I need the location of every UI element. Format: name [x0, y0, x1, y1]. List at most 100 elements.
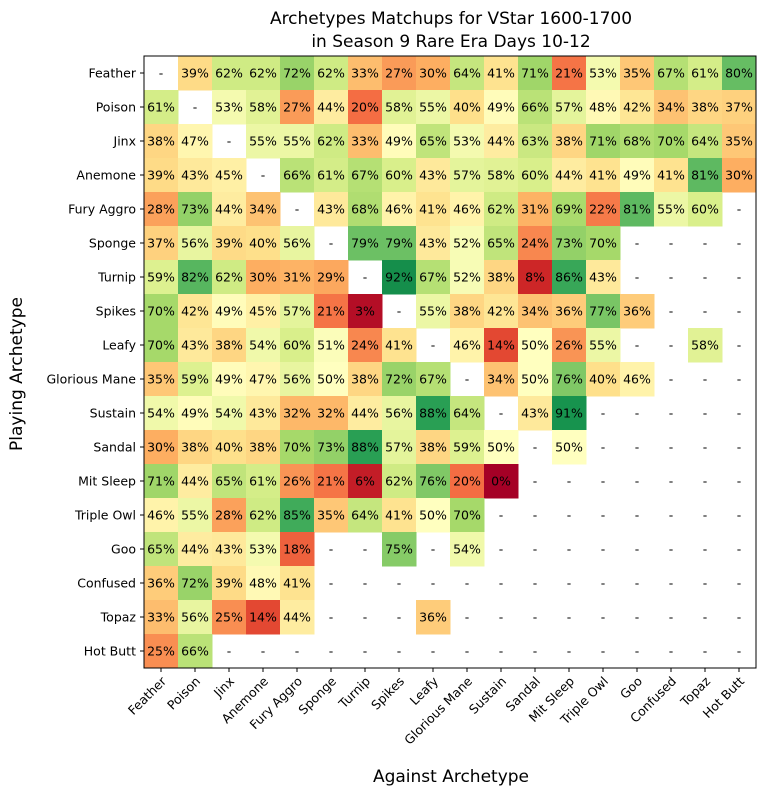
cell-value-label: -	[363, 576, 368, 591]
cell-value-label: 30%	[419, 66, 447, 81]
heatmap-cell	[586, 328, 621, 363]
cell-value-label: 53%	[589, 66, 617, 81]
heatmap-cell	[484, 158, 519, 193]
heatmap-cell	[212, 158, 247, 193]
cell-value-label: 44%	[555, 168, 583, 183]
y-axis-ticks: Feather Poison Jinx Anemone Fury Aggro Sponge…	[46, 66, 144, 659]
heatmap-cell	[586, 260, 621, 295]
cell-value-label: -	[397, 644, 402, 659]
cell-value-label: 62%	[215, 66, 243, 81]
cell-value-label: 59%	[453, 440, 481, 455]
heatmap-cell	[144, 158, 179, 193]
cell-value-label: 92%	[385, 270, 413, 285]
cell-value-label: 69%	[555, 202, 583, 217]
x-tick-label: Feather	[125, 673, 170, 718]
cell-value-label: -	[431, 338, 436, 353]
cell-value-label: -	[703, 372, 708, 387]
heatmap-cell	[450, 498, 485, 533]
heatmap-cell	[484, 192, 519, 227]
heatmap-cell	[280, 226, 315, 261]
heatmap-cell	[450, 124, 485, 159]
cell-value-label: 29%	[317, 270, 345, 285]
heatmap-cell	[450, 430, 485, 465]
heatmap-cell	[484, 124, 519, 159]
cell-value-label: -	[465, 576, 470, 591]
heatmap-cell	[280, 362, 315, 397]
cell-value-label: -	[703, 406, 708, 421]
cell-value-label: 38%	[181, 440, 209, 455]
heatmap-cell	[212, 192, 247, 227]
heatmap-cell	[484, 430, 519, 465]
heatmap-cell-labels: - 39% 62% 62% 72% 62% 33% 27% 30% 64% 41% 71% 21% 53%…	[147, 66, 753, 659]
cell-value-label: -	[669, 508, 674, 523]
x-tick-label: Goo	[617, 674, 645, 702]
y-tick-label: Jinx	[113, 134, 136, 149]
cell-value-label: 70%	[283, 440, 311, 455]
plot-frame	[143, 55, 757, 669]
heatmap-cell	[212, 90, 247, 125]
cell-value-label: 73%	[317, 440, 345, 455]
cell-value-label: -	[635, 236, 640, 251]
cell-value-label: -	[465, 644, 470, 659]
cell-value-label: 37%	[725, 100, 753, 115]
cell-value-label: 43%	[215, 542, 243, 557]
y-tick-label: Turnip	[97, 270, 136, 285]
cell-value-label: 60%	[283, 338, 311, 353]
heatmap-cell	[688, 124, 723, 159]
cell-value-label: 55%	[419, 100, 447, 115]
cell-value-label: 39%	[215, 236, 243, 251]
heatmap-cell	[178, 124, 213, 159]
cell-value-label: 21%	[555, 66, 583, 81]
heatmap-cell	[348, 90, 383, 125]
cell-value-label: -	[703, 610, 708, 625]
cell-value-label: 30%	[147, 440, 175, 455]
heatmap-cell	[144, 396, 179, 431]
heatmap-cell	[382, 430, 417, 465]
cell-value-label: -	[329, 576, 334, 591]
heatmap-cell	[518, 90, 553, 125]
y-tick-label: Sustain	[90, 406, 136, 421]
heatmap-cell	[518, 192, 553, 227]
x-tick-label: Poison	[164, 674, 203, 713]
heatmap-cell	[620, 56, 655, 91]
cell-value-label: -	[601, 474, 606, 489]
heatmap-cell	[314, 294, 349, 329]
cell-value-label: 56%	[283, 372, 311, 387]
cell-value-label: 34%	[657, 100, 685, 115]
heatmap-cell	[212, 566, 247, 601]
heatmap-cell	[348, 226, 383, 261]
cell-value-label: 56%	[283, 236, 311, 251]
y-tick-label: Sponge	[89, 236, 136, 251]
heatmap-cell	[212, 226, 247, 261]
cell-value-label: 76%	[555, 372, 583, 387]
heatmap-cell	[416, 464, 451, 499]
cell-value-label: -	[533, 508, 538, 523]
heatmap-cell	[416, 158, 451, 193]
cell-value-label: 88%	[419, 406, 447, 421]
cell-value-label: -	[669, 236, 674, 251]
heatmap-cell	[450, 158, 485, 193]
cell-value-label: 40%	[589, 372, 617, 387]
heatmap-cell	[348, 464, 383, 499]
cell-value-label: 49%	[623, 168, 651, 183]
heatmap-cell	[382, 124, 417, 159]
cell-value-label: -	[261, 644, 266, 659]
cell-value-label: 21%	[317, 304, 345, 319]
cell-value-label: -	[329, 542, 334, 557]
cell-value-label: 61%	[317, 168, 345, 183]
heatmap-cell	[450, 192, 485, 227]
heatmap-cell	[416, 396, 451, 431]
heatmap-cell	[280, 260, 315, 295]
cell-value-label: -	[329, 236, 334, 251]
cell-value-label: 79%	[351, 236, 379, 251]
cell-value-label: 60%	[521, 168, 549, 183]
cell-value-label: 35%	[317, 508, 345, 523]
heatmap-cell	[722, 158, 757, 193]
y-axis-label: Playing Archetype	[7, 297, 27, 451]
cell-value-label: 56%	[181, 610, 209, 625]
cell-value-label: 68%	[351, 202, 379, 217]
cell-value-label: 44%	[181, 542, 209, 557]
cell-value-label: 26%	[283, 474, 311, 489]
cell-value-label: 38%	[453, 304, 481, 319]
